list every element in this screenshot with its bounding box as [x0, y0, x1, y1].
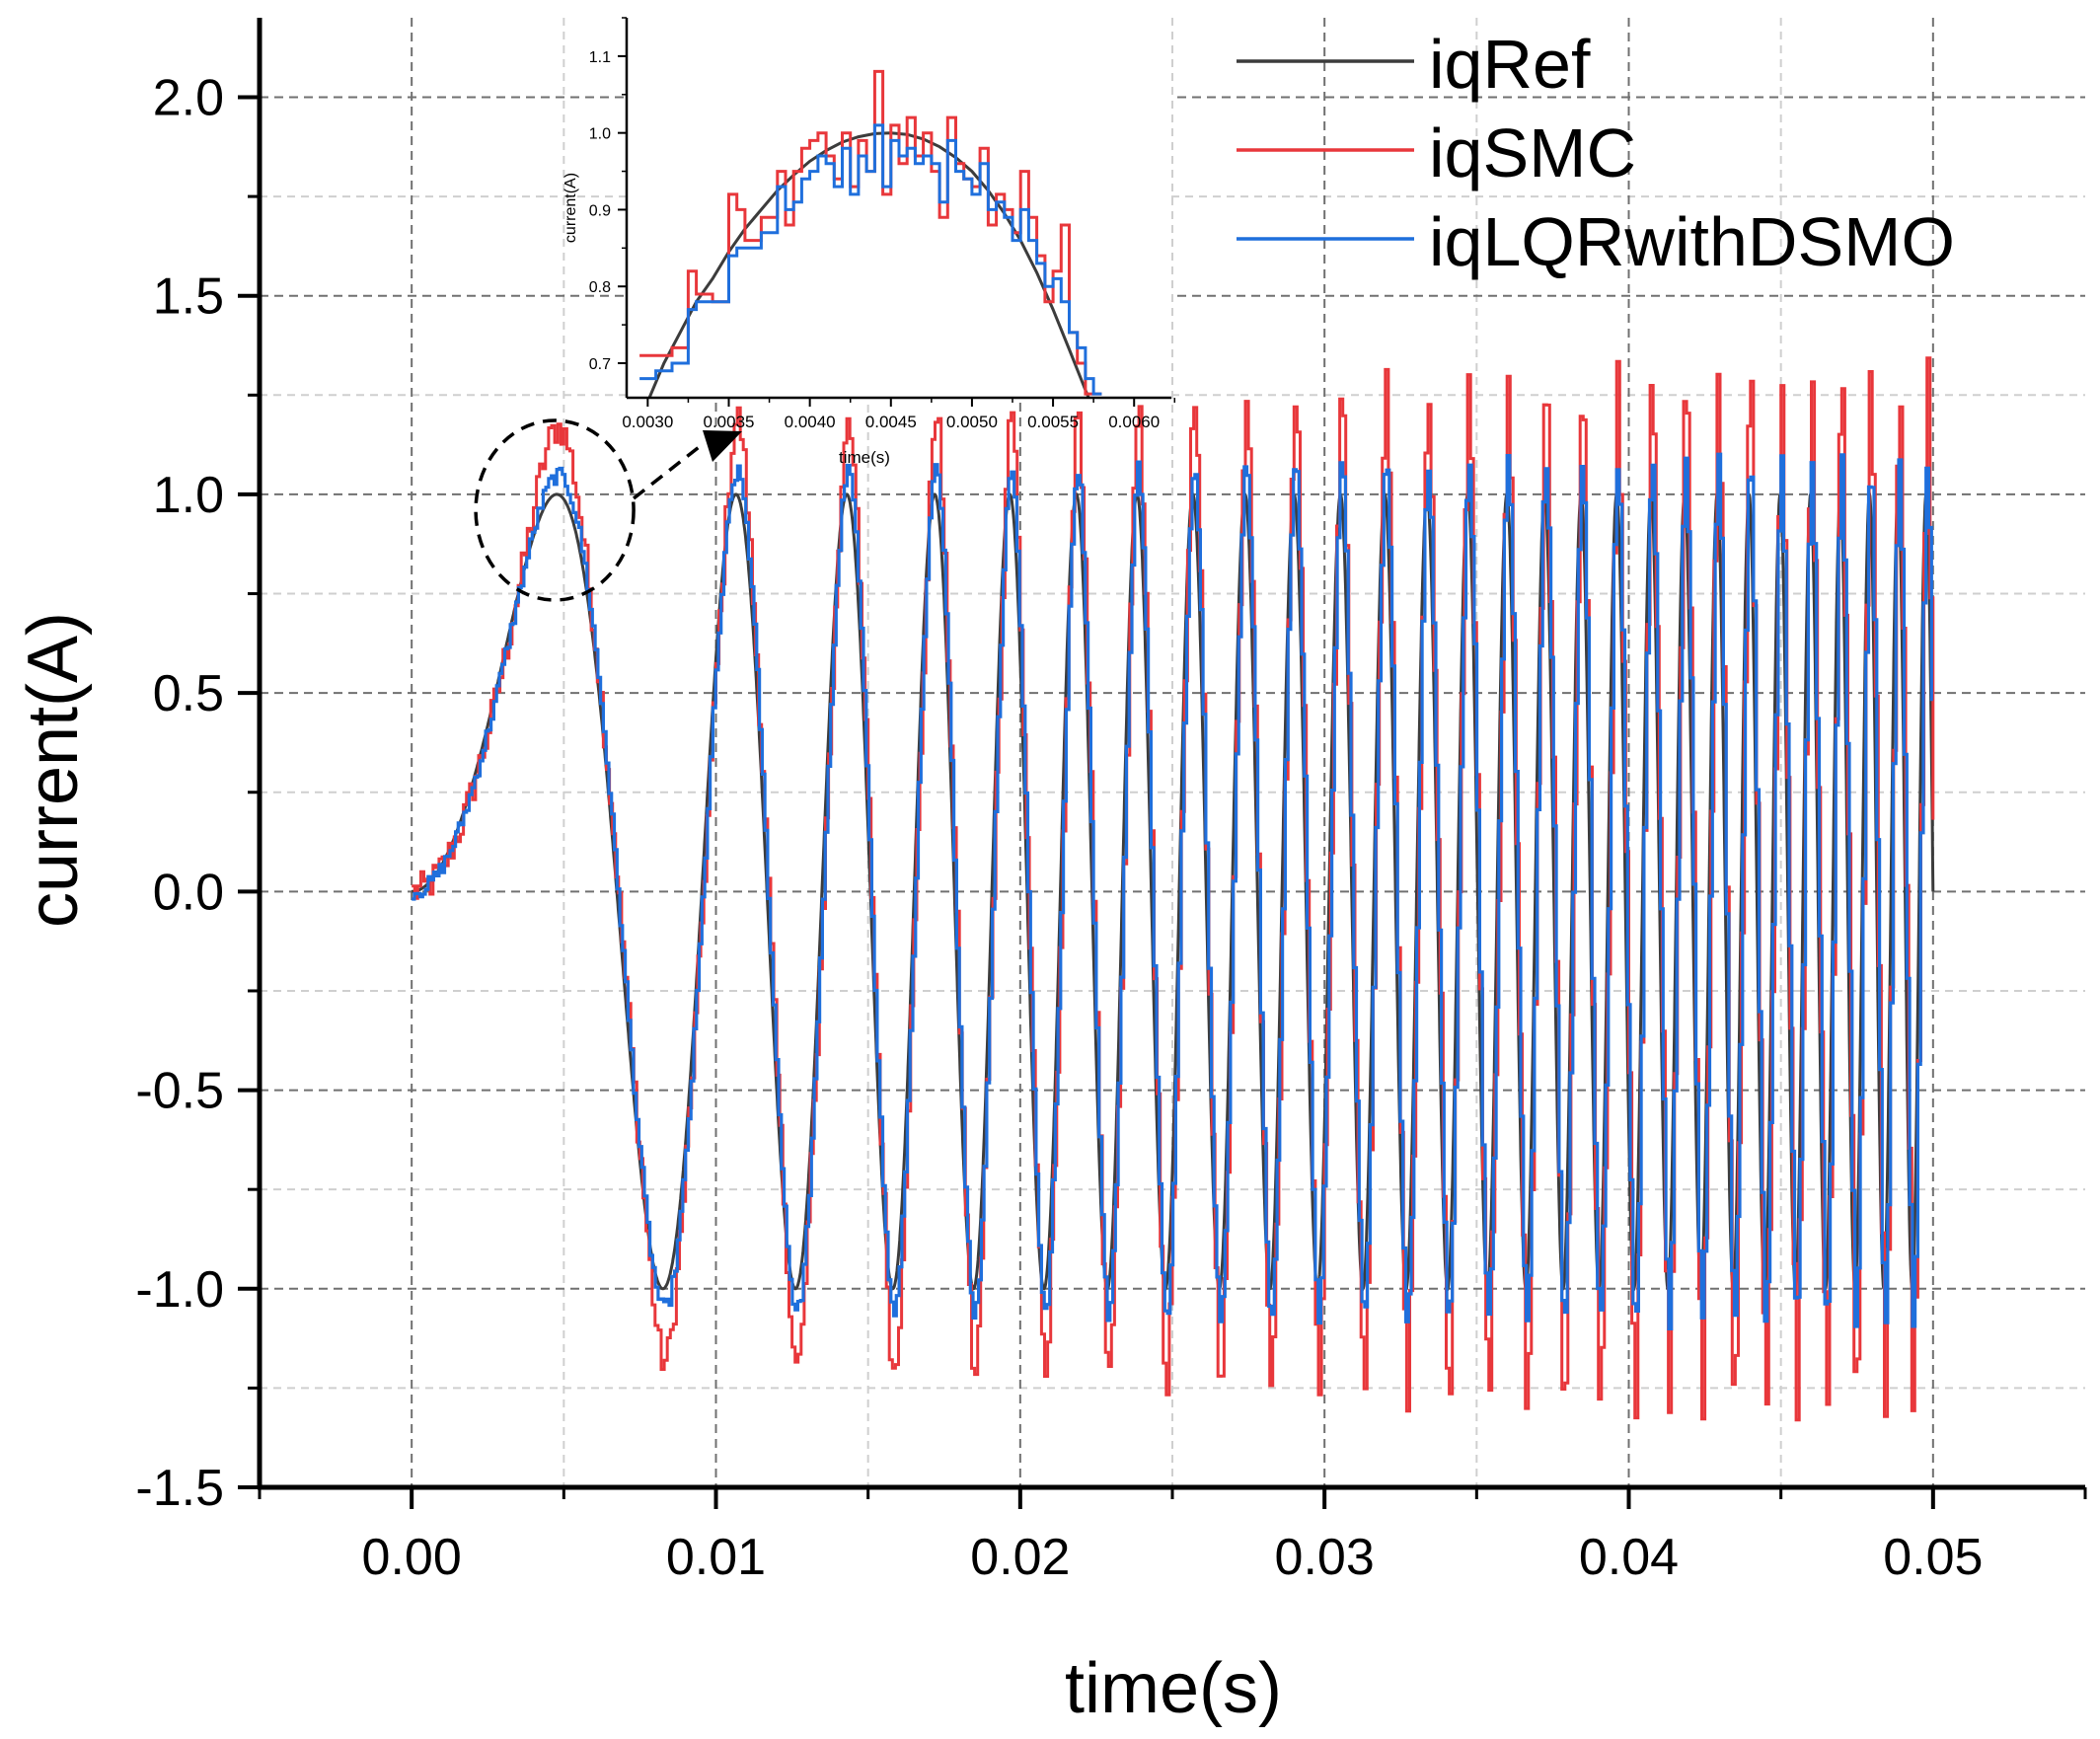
inset-y-axis-label: current(A) — [562, 173, 579, 243]
legend-label: iqSMC — [1429, 114, 1636, 191]
inset-x-tick-label: 0.0055 — [1027, 413, 1079, 431]
inset-background — [627, 18, 1171, 398]
inset-x-tick-label: 0.0060 — [1108, 413, 1160, 431]
inset-y-tick-label: 1.0 — [589, 126, 611, 143]
series-line-iqLQRwithDSMO — [412, 452, 1933, 1330]
y-tick-label: -0.5 — [135, 1063, 224, 1120]
y-tick-label: -1.0 — [135, 1261, 224, 1319]
main-series — [411, 356, 1935, 1422]
x-tick-label: 0.02 — [970, 1529, 1070, 1586]
x-tick-label: 0.05 — [1883, 1529, 1983, 1586]
inset-x-axis-label: time(s) — [839, 448, 890, 467]
y-tick-label: 2.0 — [153, 69, 224, 126]
legend: iqRef iqSMC iqLQRwithDSMO — [1237, 26, 1955, 280]
inset-y-tick-label: 1.1 — [589, 49, 611, 66]
zoom-annotation — [474, 418, 742, 602]
inset-y-tick-label: 0.7 — [589, 356, 611, 373]
y-tick-label: 1.5 — [153, 268, 224, 326]
main-ticks: 0.00 0.01 0.02 0.03 0.04 0.05-1.5-1.0-0.50.00… — [135, 69, 2087, 1586]
x-tick-label: 0.04 — [1579, 1529, 1679, 1586]
inset-chart: 0.0030 0.0035 0.0040 0.0045 0.0050 0.0055 0.00… — [562, 17, 1176, 467]
x-tick-label: 0.01 — [666, 1529, 766, 1586]
inset-series — [639, 69, 1102, 398]
inset-series-line-iqLQRwithDSMO — [639, 123, 1102, 396]
x-tick-label: 0.03 — [1275, 1529, 1375, 1586]
y-tick-label: 0.5 — [153, 665, 224, 722]
inset-x-tick-label: 0.0045 — [865, 413, 917, 431]
y-axis-label: current(A) — [14, 612, 93, 928]
inset-x-tick-label: 0.0040 — [785, 413, 836, 431]
y-tick-label: 0.0 — [153, 864, 224, 921]
y-tick-label: -1.5 — [135, 1460, 224, 1517]
x-tick-label: 0.00 — [362, 1529, 462, 1586]
legend-label: iqLQRwithDSMO — [1429, 203, 1955, 280]
zoom-arrow-line — [633, 442, 705, 500]
inset-x-tick-label: 0.0035 — [704, 413, 755, 431]
zoom-circle — [474, 418, 636, 602]
inset-y-tick-label: 0.8 — [589, 279, 611, 296]
zoom-arrow-head — [703, 430, 742, 462]
y-tick-label: 1.0 — [153, 467, 224, 524]
inset-x-tick-label: 0.0050 — [946, 413, 998, 431]
inset-y-tick-label: 0.9 — [589, 202, 611, 219]
legend-label: iqRef — [1429, 26, 1591, 103]
x-axis-label: time(s) — [1065, 1649, 1282, 1728]
inset-x-tick-label: 0.0030 — [622, 413, 673, 431]
